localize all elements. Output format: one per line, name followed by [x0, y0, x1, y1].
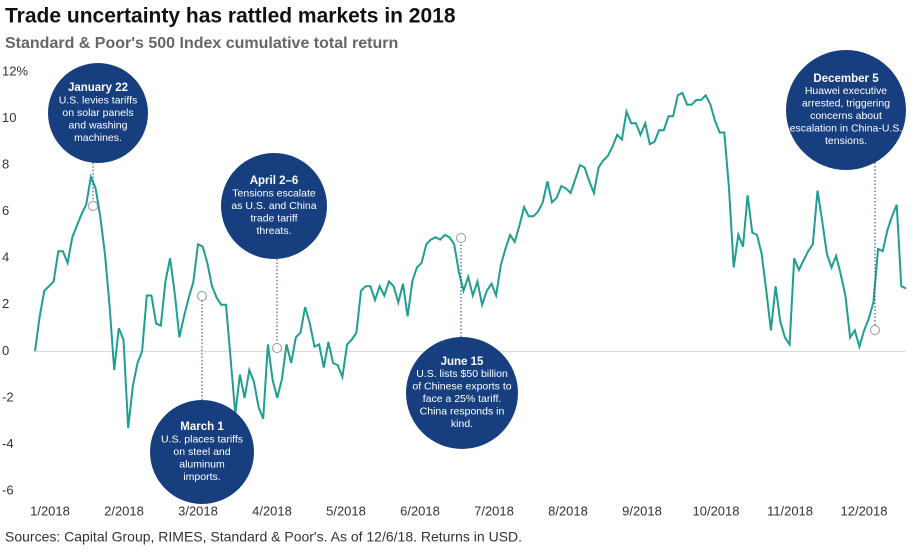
event-marker [456, 233, 466, 243]
annotation-text: and washing [69, 119, 128, 131]
event-marker [870, 325, 880, 335]
annotation-bubble [48, 63, 148, 163]
annotation-bubble [406, 337, 518, 449]
annotation-text: threats. [256, 225, 291, 237]
y-tick-label: 4 [2, 250, 9, 265]
x-tick-label: 2/2018 [104, 503, 144, 518]
y-tick-label: 10 [2, 110, 16, 125]
annotation-bubble [786, 50, 906, 170]
annotation-text: kind. [451, 418, 473, 430]
x-tick-label: 12/2018 [841, 503, 888, 518]
annotation-text: China responds in [420, 406, 505, 418]
annotation-text: U.S. places tariffs [161, 433, 243, 445]
y-tick-label: -6 [2, 482, 14, 497]
y-tick-label: 2 [2, 296, 9, 311]
x-tick-label: 3/2018 [178, 503, 218, 518]
annotation-text: escalation in China-U.S. [790, 123, 903, 135]
chart-title: Trade uncertainty has rattled markets in… [5, 5, 456, 28]
y-tick-label: 0 [2, 343, 9, 358]
annotation-text: tensions. [825, 135, 867, 147]
y-tick-label: 8 [2, 157, 9, 172]
source: Sources: Capital Group, RIMES, Standard … [5, 529, 522, 545]
event-marker [197, 291, 207, 301]
x-tick-label: 8/2018 [548, 503, 588, 518]
chart-subtitle: Standard & Poor's 500 Index cumulative t… [5, 35, 398, 52]
annotation-title: March 1 [180, 421, 224, 433]
x-tick-label: 11/2018 [767, 503, 813, 518]
y-tick-label: 12% [2, 63, 28, 78]
annotation-text: Tensions escalate [232, 187, 316, 199]
x-tick-label: 1/2018 [30, 503, 70, 518]
annotation-text: face a 25% tariff. [423, 393, 502, 405]
annotation-text: aluminum [179, 458, 225, 470]
x-tick-label: 10/2018 [693, 503, 740, 518]
x-tick-label: 4/2018 [252, 503, 292, 518]
annotation-text: concerns about [810, 110, 882, 122]
y-tick-label: -4 [2, 436, 14, 451]
annotation-bubble [150, 400, 254, 504]
annotation-text: machines. [74, 132, 122, 144]
annotation-title: December 5 [813, 73, 879, 85]
y-tick-label: 6 [2, 203, 9, 218]
annotation-text: Huawei executive [805, 85, 887, 97]
annotation-text: on steel and [173, 446, 230, 458]
annotation-text: as U.S. and China [231, 200, 316, 212]
annotation-text: U.S. levies tariffs [59, 94, 138, 106]
annotation-title: April 2–6 [250, 175, 299, 187]
annotation-title: January 22 [68, 82, 128, 94]
x-tick-label: 9/2018 [622, 503, 662, 518]
annotation-text: imports. [183, 471, 220, 483]
y-tick-label: -2 [2, 389, 14, 404]
annotation-text: arrested, triggering [802, 98, 890, 110]
annotation-bubble [221, 153, 327, 259]
event-marker [88, 201, 98, 211]
annotation-text: on solar panels [62, 107, 133, 119]
x-tick-label: 7/2018 [474, 503, 514, 518]
event-marker [272, 343, 282, 353]
annotation-title: June 15 [441, 356, 484, 368]
line-series [34, 91, 907, 429]
x-tick-label: 6/2018 [400, 503, 440, 518]
x-tick-label: 5/2018 [326, 503, 366, 518]
annotation-text: trade tariff [250, 212, 297, 224]
annotation-text: of Chinese exports to [412, 381, 511, 393]
annotation-text: U.S. lists $50 billion [416, 368, 508, 380]
